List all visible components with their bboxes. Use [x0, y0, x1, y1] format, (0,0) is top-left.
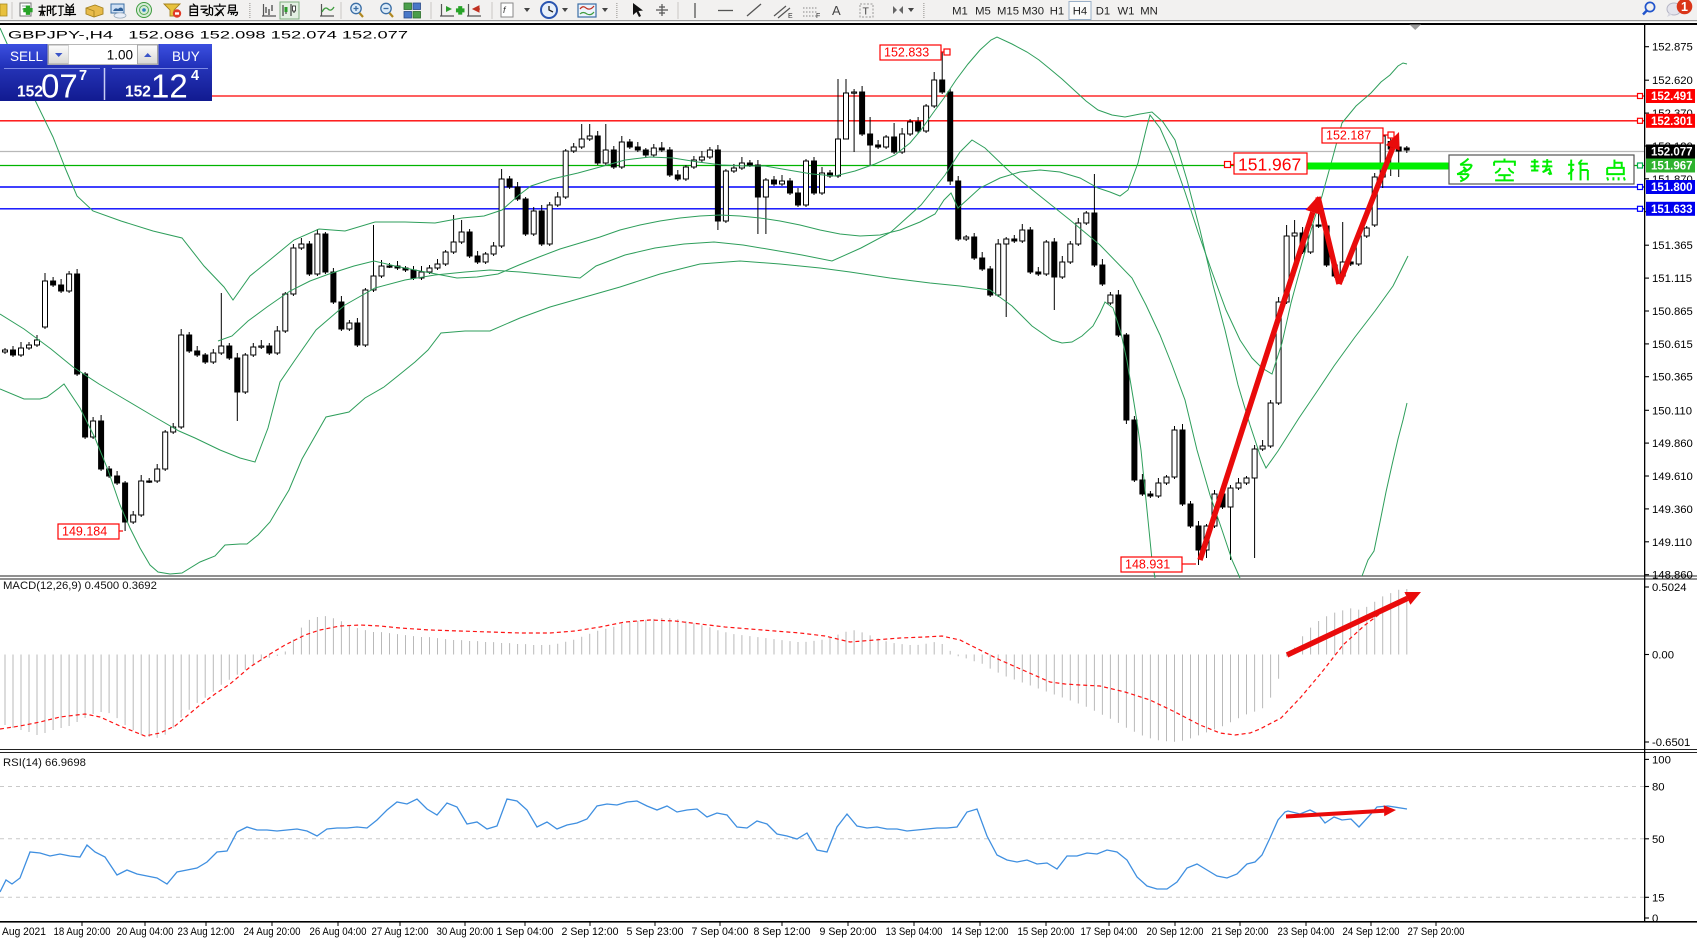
svg-text:H4: H4: [1073, 6, 1087, 18]
svg-text:0.00: 0.00: [1652, 650, 1674, 662]
svg-text:13 Sep 04:00: 13 Sep 04:00: [886, 926, 943, 938]
svg-text:18 Aug 20:00: 18 Aug 20:00: [54, 926, 111, 938]
svg-text:152.491: 152.491: [1651, 91, 1693, 103]
svg-text:BUY: BUY: [172, 49, 200, 64]
svg-text:148.860: 148.860: [1652, 570, 1693, 582]
svg-text:151.365: 151.365: [1652, 240, 1693, 252]
svg-text:152: 152: [125, 84, 151, 101]
svg-text:150.365: 150.365: [1652, 372, 1693, 384]
svg-text:23 Aug 12:00: 23 Aug 12:00: [178, 926, 235, 938]
svg-text:MN: MN: [1140, 6, 1158, 18]
svg-text:149.860: 149.860: [1652, 438, 1693, 450]
svg-text:SELL: SELL: [10, 49, 44, 64]
svg-text:151.967: 151.967: [1238, 155, 1301, 175]
svg-text:4: 4: [191, 68, 199, 84]
svg-text:149.360: 149.360: [1652, 504, 1693, 516]
svg-text:27 Aug 12:00: 27 Aug 12:00: [372, 926, 429, 938]
svg-text:12: 12: [151, 68, 188, 105]
svg-text:M30: M30: [1022, 6, 1044, 18]
svg-text:M5: M5: [975, 6, 991, 18]
svg-text:23 Sep 04:00: 23 Sep 04:00: [1278, 926, 1335, 938]
svg-text:W1: W1: [1118, 6, 1135, 18]
svg-text:152.833: 152.833: [884, 46, 929, 60]
svg-text:15 Sep 20:00: 15 Sep 20:00: [1018, 926, 1075, 938]
svg-text:M15: M15: [997, 6, 1019, 18]
svg-text:151.633: 151.633: [1651, 204, 1693, 216]
svg-text:MACD(12,26,9) 0.4500 0.3692: MACD(12,26,9) 0.4500 0.3692: [3, 580, 157, 592]
svg-text:151.115: 151.115: [1652, 273, 1692, 285]
svg-text:151.967: 151.967: [1651, 161, 1693, 173]
svg-text:15: 15: [1652, 892, 1665, 904]
svg-text:152: 152: [17, 84, 43, 101]
svg-text:148.931: 148.931: [1125, 558, 1170, 572]
svg-text:RSI(14) 66.9698: RSI(14) 66.9698: [3, 757, 86, 769]
svg-text:F: F: [816, 13, 820, 20]
svg-text:24 Aug 20:00: 24 Aug 20:00: [244, 926, 301, 938]
svg-text:5 Sep 23:00: 5 Sep 23:00: [627, 926, 684, 938]
svg-text:0.5024: 0.5024: [1652, 582, 1687, 594]
svg-text:1 Sep 04:00: 1 Sep 04:00: [497, 926, 554, 938]
svg-text:21 Sep 20:00: 21 Sep 20:00: [1212, 926, 1269, 938]
svg-text:M1: M1: [952, 6, 968, 18]
svg-text:27 Sep 20:00: 27 Sep 20:00: [1408, 926, 1465, 938]
svg-text:Aug 2021: Aug 2021: [2, 926, 46, 938]
svg-text:152.620: 152.620: [1652, 75, 1693, 87]
svg-text:30 Aug 20:00: 30 Aug 20:00: [437, 926, 494, 938]
svg-text:50: 50: [1652, 834, 1665, 846]
svg-text:-0.6501: -0.6501: [1652, 737, 1690, 749]
svg-text:149.110: 149.110: [1652, 537, 1692, 549]
svg-text:0: 0: [1652, 913, 1658, 925]
svg-text:8 Sep 12:00: 8 Sep 12:00: [754, 926, 811, 938]
svg-text:07: 07: [41, 68, 78, 105]
svg-text:149.610: 149.610: [1652, 471, 1693, 483]
svg-text:f: f: [503, 5, 507, 15]
svg-text:A: A: [832, 3, 841, 18]
svg-text:151.800: 151.800: [1651, 182, 1693, 194]
svg-text:152.187: 152.187: [1326, 129, 1371, 143]
svg-text:20 Sep 12:00: 20 Sep 12:00: [1147, 926, 1204, 938]
svg-text:150.110: 150.110: [1652, 405, 1692, 417]
svg-text:150.865: 150.865: [1652, 306, 1693, 318]
svg-text:24 Sep 12:00: 24 Sep 12:00: [1343, 926, 1400, 938]
svg-text:152.875: 152.875: [1652, 42, 1693, 54]
svg-text:1: 1: [1681, 0, 1688, 14]
svg-text:17 Sep 04:00: 17 Sep 04:00: [1081, 926, 1138, 938]
svg-text:7: 7: [79, 68, 87, 84]
svg-text:150.615: 150.615: [1652, 339, 1693, 351]
svg-text:9 Sep 20:00: 9 Sep 20:00: [820, 926, 877, 938]
svg-text:20 Aug 04:00: 20 Aug 04:00: [117, 926, 174, 938]
svg-text:26 Aug 04:00: 26 Aug 04:00: [310, 926, 367, 938]
svg-text:D1: D1: [1096, 6, 1110, 18]
svg-text:2 Sep 12:00: 2 Sep 12:00: [562, 926, 619, 938]
svg-text:14 Sep 12:00: 14 Sep 12:00: [952, 926, 1009, 938]
svg-text:149.184: 149.184: [62, 525, 107, 539]
svg-text:100: 100: [1652, 754, 1671, 766]
svg-text:E: E: [788, 13, 793, 20]
svg-text:152.301: 152.301: [1651, 116, 1693, 128]
svg-text:80: 80: [1652, 782, 1665, 794]
svg-text:1.00: 1.00: [107, 48, 133, 63]
svg-text:GBPJPY-,H4 152.086 152.098 1: GBPJPY-,H4 152.086 152.098 152.074 152.0…: [8, 30, 408, 42]
svg-text:H1: H1: [1050, 6, 1064, 18]
svg-text:7 Sep 04:00: 7 Sep 04:00: [692, 926, 749, 938]
svg-text:T: T: [863, 6, 870, 18]
svg-text:152.077: 152.077: [1651, 147, 1693, 159]
